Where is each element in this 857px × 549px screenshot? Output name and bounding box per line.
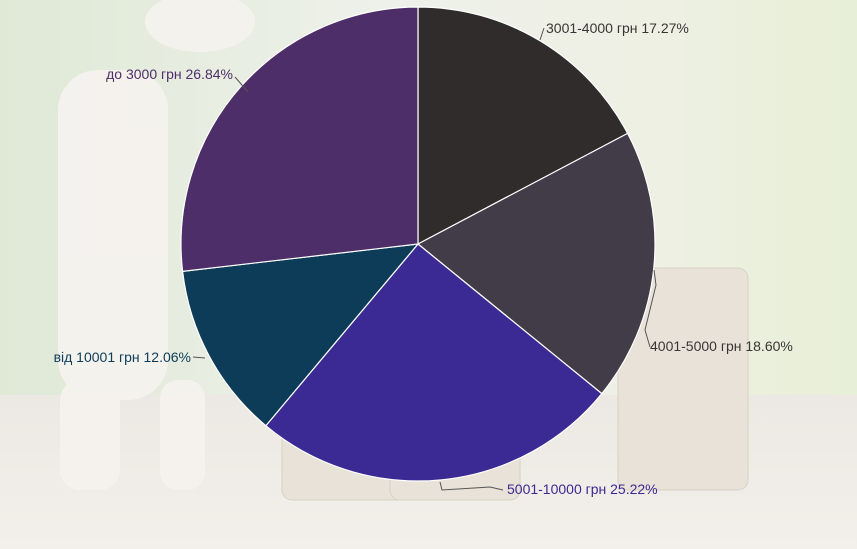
pie-slice-1 — [416, 132, 656, 395]
slice-label-4: до 3000 грн 26.84% — [106, 66, 233, 82]
leader-line-3 — [192, 356, 206, 359]
leader-line-0 — [539, 27, 545, 41]
pie-slice-4 — [180, 6, 419, 273]
leader-lines — [192, 27, 657, 491]
slice-label-1: 4001-5000 грн 18.60% — [650, 338, 793, 354]
slice-label-3: від 10001 грн 12.06% — [54, 349, 191, 365]
pie-slices — [180, 6, 656, 482]
leader-line-2 — [439, 481, 504, 491]
slice-labels: 3001-4000 грн 17.27% 4001-5000 грн 18.60%… — [54, 20, 793, 497]
pie-slice-2 — [264, 243, 603, 482]
slice-label-0: 3001-4000 грн 17.27% — [546, 20, 689, 36]
pie-slice-0 — [417, 6, 629, 245]
leader-line-1 — [644, 269, 657, 348]
slice-label-2: 5001-10000 грн 25.22% — [507, 481, 658, 497]
pie-slice-3 — [181, 243, 420, 427]
leader-line-4 — [234, 76, 249, 93]
figurine-silhouette — [58, 0, 255, 490]
